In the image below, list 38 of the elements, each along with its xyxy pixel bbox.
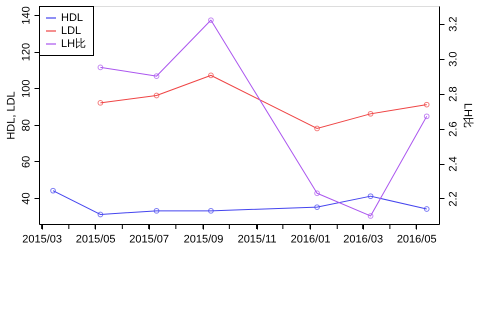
point [314, 190, 320, 196]
point [154, 208, 160, 214]
y2-tick-label: 2.4 [448, 156, 460, 172]
y-tick-label: 140 [20, 6, 32, 25]
point [154, 92, 160, 98]
point [314, 126, 320, 132]
x-tick-label: 2016/01 [290, 234, 330, 246]
point [208, 72, 214, 78]
x-tick-label: 2015/11 [238, 234, 277, 246]
point [208, 17, 214, 23]
y2-tick-label: 2.6 [448, 121, 460, 137]
y-tick-label: 100 [20, 80, 32, 98]
x-tick-label: 2016/05 [396, 234, 437, 246]
y2-tick-label: 2.8 [448, 86, 460, 102]
y-tick-label: 120 [20, 42, 32, 62]
y-tick-label: 80 [20, 119, 32, 132]
x-tick-label: 2015/03 [22, 234, 62, 246]
point [368, 213, 374, 219]
x-tick-label: 2015/05 [76, 234, 116, 246]
y2-tick-label: 2.2 [448, 191, 460, 207]
x-tick-label: 2015/07 [129, 234, 170, 246]
point [314, 204, 320, 210]
legend-label: LH比 [61, 37, 86, 50]
y-tick-label: 40 [20, 192, 32, 205]
legend-label: LDL [61, 25, 82, 37]
y2-tick-label: 3.2 [448, 16, 460, 32]
point [368, 193, 374, 200]
y-axis-title: HDL, LDL [6, 91, 18, 140]
point [208, 208, 214, 214]
point [368, 110, 374, 117]
legend-label: HDL [61, 12, 84, 24]
point [98, 212, 104, 218]
x-tick-label: 2015/09 [184, 234, 224, 246]
y2-tick-label: 3.0 [448, 51, 460, 67]
point [154, 73, 160, 79]
y2-axis-title: LH比 [462, 102, 474, 128]
x-tick-label: 2016/03 [343, 234, 384, 246]
y-tick-label: 60 [20, 156, 32, 168]
